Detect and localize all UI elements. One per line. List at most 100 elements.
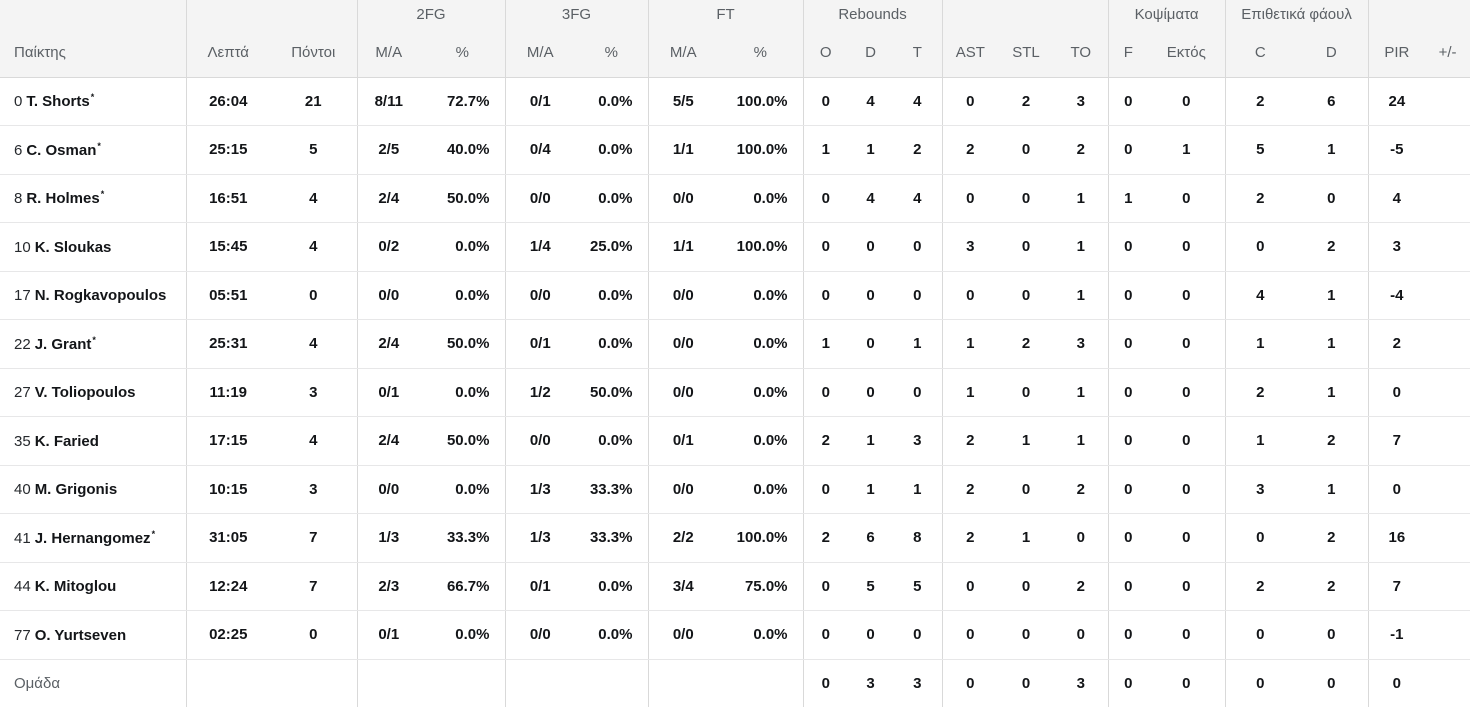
col-header-3fg-pct: % — [575, 28, 649, 78]
stat-reb-d: 0 — [848, 610, 894, 660]
stat-points: 0 — [270, 271, 358, 320]
stat-minutes: 16:51 — [186, 174, 270, 223]
stat-ft-pct: 100.0% — [718, 513, 804, 563]
stat-stl: 0 — [998, 610, 1055, 660]
player-cell: 22 J. Grant* — [0, 319, 187, 369]
stat-ast: 2 — [942, 125, 999, 175]
group-header-3fg: 3FG — [505, 0, 649, 28]
stat-ast: 0 — [942, 659, 999, 707]
stat-3fg-ma — [505, 659, 575, 707]
stat-plus-minus — [1425, 368, 1470, 417]
col-header-points: Πόντοι — [270, 28, 358, 78]
player-cell: 17 N. Rogkavopoulos — [0, 271, 187, 320]
group-header-spacer-player — [0, 0, 187, 28]
stat-ft-pct — [718, 659, 804, 707]
stat-ft-pct: 0.0% — [718, 416, 804, 466]
stat-2fg-pct: 72.7% — [420, 77, 506, 126]
player-name: K. Mitoglou — [34, 578, 117, 596]
stat-2fg-ma: 0/2 — [357, 222, 420, 272]
stat-ft-pct: 100.0% — [718, 77, 804, 126]
stat-to: 1 — [1054, 416, 1109, 466]
stat-2fg-pct: 0.0% — [420, 271, 506, 320]
stat-reb-d: 5 — [848, 562, 894, 611]
starter-asterisk: * — [100, 189, 105, 200]
stat-reb-t: 4 — [893, 174, 943, 223]
stat-ft-pct: 0.0% — [718, 174, 804, 223]
group-header-2fg: 2FG — [357, 0, 506, 28]
player-stats-row: 22 J. Grant* 25:31 4 2/4 50.0% 0/1 0.0% 0… — [0, 319, 1470, 369]
stat-3fg-pct: 0.0% — [575, 271, 649, 320]
stat-foul-d: 2 — [1295, 562, 1369, 611]
player-jersey-number: 77 — [14, 626, 31, 644]
stat-pir: -1 — [1368, 610, 1426, 660]
group-header-row: 2FG 3FG FT Rebounds Κοψίματα Επιθετικά φ… — [0, 0, 1470, 28]
stat-2fg-ma: 8/11 — [357, 77, 420, 126]
starter-asterisk: * — [92, 334, 96, 345]
stat-ft-ma: 0/1 — [648, 416, 718, 466]
stat-2fg-pct — [420, 659, 506, 707]
stat-ft-pct: 0.0% — [718, 368, 804, 417]
stat-blk-against: 0 — [1148, 271, 1226, 320]
stat-ast: 0 — [942, 174, 999, 223]
group-header-fouls: Επιθετικά φάουλ — [1225, 0, 1369, 28]
stat-plus-minus — [1425, 77, 1470, 126]
col-header-minutes: Λεπτά — [186, 28, 270, 78]
stat-stl: 0 — [998, 562, 1055, 611]
stat-pir: 7 — [1368, 416, 1426, 466]
stat-pir: 2 — [1368, 319, 1426, 369]
stat-ast: 0 — [942, 77, 999, 126]
stat-ast: 3 — [942, 222, 999, 272]
stat-foul-d: 0 — [1295, 174, 1369, 223]
stat-points: 3 — [270, 465, 358, 514]
player-stats-row: 17 N. Rogkavopoulos 05:51 0 0/0 0.0% 0/0 … — [0, 271, 1470, 320]
player-stats-row: 10 K. Sloukas 15:45 4 0/2 0.0% 1/4 25.0% … — [0, 222, 1470, 272]
group-header-ft: FT — [648, 0, 804, 28]
player-name: J. Grant — [34, 335, 92, 353]
stat-reb-t: 5 — [893, 562, 943, 611]
stat-reb-t: 0 — [893, 368, 943, 417]
player-stats-row: 77 O. Yurtseven 02:25 0 0/1 0.0% 0/0 0.0%… — [0, 610, 1470, 660]
stat-stl: 0 — [998, 174, 1055, 223]
stat-foul-c: 2 — [1225, 174, 1296, 223]
stat-2fg-pct: 0.0% — [420, 610, 506, 660]
stat-2fg-ma: 2/4 — [357, 174, 420, 223]
col-header-ast: AST — [942, 28, 999, 78]
stat-pir: 24 — [1368, 77, 1426, 126]
stat-blk-f: 0 — [1108, 562, 1149, 611]
stat-foul-d: 1 — [1295, 319, 1369, 369]
stat-3fg-ma: 0/4 — [505, 125, 575, 175]
stat-reb-d: 0 — [848, 319, 894, 369]
player-cell: 10 K. Sloukas — [0, 222, 187, 272]
stat-2fg-pct: 0.0% — [420, 222, 506, 272]
stat-ast: 1 — [942, 319, 999, 369]
stat-reb-t: 0 — [893, 222, 943, 272]
col-header-to: TO — [1054, 28, 1109, 78]
player-stats-row: 27 V. Toliopoulos 11:19 3 0/1 0.0% 1/2 50… — [0, 368, 1470, 417]
stat-reb-d: 4 — [848, 174, 894, 223]
stat-blk-against: 0 — [1148, 513, 1226, 563]
stat-plus-minus — [1425, 271, 1470, 320]
stat-points: 4 — [270, 222, 358, 272]
player-stats-row: 41 J. Hernangomez* 31:05 7 1/3 33.3% 1/3 … — [0, 513, 1470, 563]
stat-3fg-pct: 0.0% — [575, 319, 649, 369]
stat-pir: 4 — [1368, 174, 1426, 223]
group-header-spacer-basic — [186, 0, 358, 28]
stat-blk-against: 0 — [1148, 222, 1226, 272]
player-jersey-number: 8 — [14, 190, 23, 208]
stat-to: 3 — [1054, 659, 1109, 707]
stat-blk-f: 0 — [1108, 271, 1149, 320]
stat-plus-minus — [1425, 125, 1470, 175]
stat-foul-c: 1 — [1225, 319, 1296, 369]
stat-ft-ma: 0/0 — [648, 368, 718, 417]
stat-3fg-ma: 0/1 — [505, 319, 575, 369]
stat-2fg-ma: 0/1 — [357, 610, 420, 660]
stat-reb-t: 1 — [893, 319, 943, 369]
stat-reb-o: 0 — [803, 465, 849, 514]
col-header-stl: STL — [998, 28, 1055, 78]
stat-blk-against: 1 — [1148, 125, 1226, 175]
group-header-rebounds: Rebounds — [803, 0, 943, 28]
stat-points: 4 — [270, 416, 358, 466]
stat-plus-minus — [1425, 174, 1470, 223]
stat-2fg-pct: 33.3% — [420, 513, 506, 563]
stat-ast: 2 — [942, 513, 999, 563]
